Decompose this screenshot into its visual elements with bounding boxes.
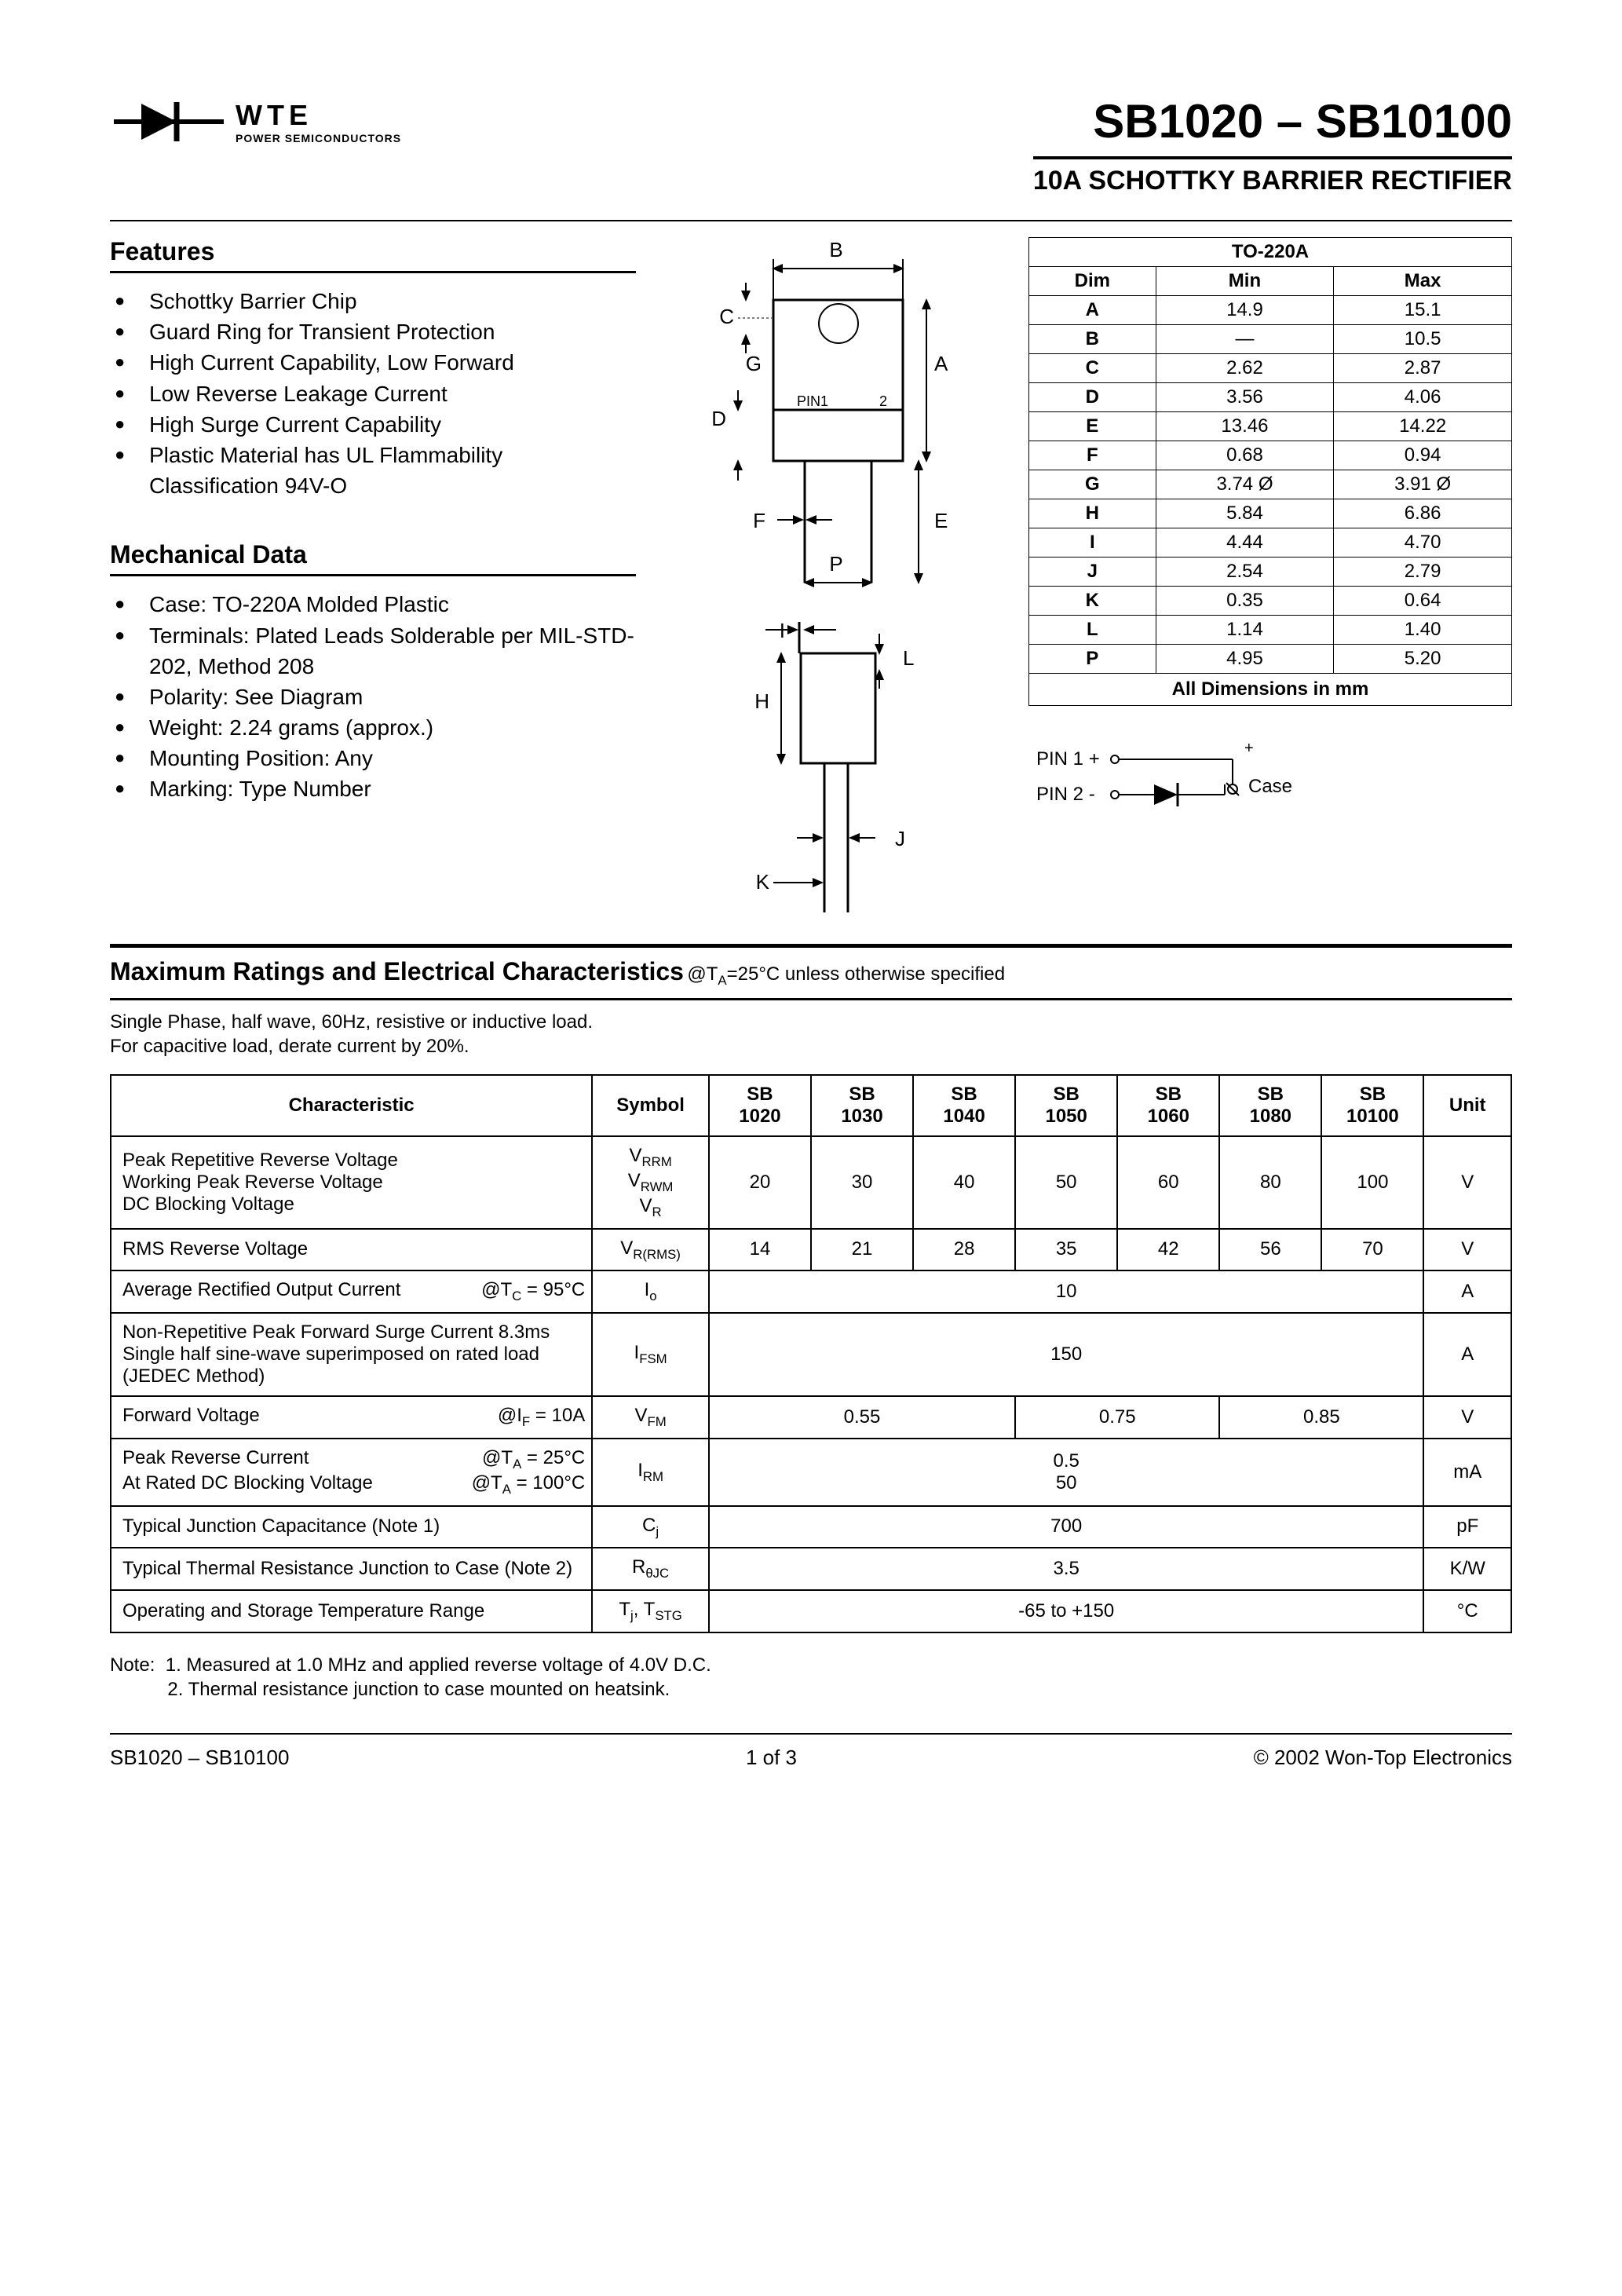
footer-page: 1 of 3: [746, 1746, 797, 1770]
feature-item: Schottky Barrier Chip: [110, 286, 636, 316]
mechdata-list: Case: TO-220A Molded Plastic Terminals: …: [110, 589, 636, 804]
feature-item: Low Reverse Leakage Current: [110, 378, 636, 409]
svg-text:PIN 2 -: PIN 2 -: [1036, 784, 1095, 805]
mechdata-item: Terminals: Plated Leads Solderable per M…: [110, 620, 636, 682]
svg-text:+: +: [1244, 740, 1254, 757]
svg-text:B: B: [829, 238, 842, 261]
table-row: C2.622.87: [1029, 354, 1512, 383]
char-header: SB1040: [913, 1075, 1015, 1136]
dim-table-title: TO-220A: [1029, 238, 1512, 267]
table-row: I4.444.70: [1029, 528, 1512, 558]
feature-item: Guard Ring for Transient Protection: [110, 316, 636, 347]
table-row: H5.846.86: [1029, 499, 1512, 528]
part-number-title: SB1020 – SB10100: [1033, 94, 1512, 148]
table-row: Non-Repetitive Peak Forward Surge Curren…: [111, 1313, 1511, 1396]
mechdata-item: Polarity: See Diagram: [110, 682, 636, 712]
table-row: E13.4614.22: [1029, 412, 1512, 441]
dim-header: Max: [1334, 267, 1512, 296]
mechdata-heading: Mechanical Data: [110, 540, 636, 569]
maxrat-notes: Single Phase, half wave, 60Hz, resistive…: [110, 1010, 1512, 1058]
svg-text:K: K: [756, 870, 770, 894]
svg-text:Case: Case: [1248, 776, 1292, 797]
to220a-outline-icon: B C G A PIN1 2 D: [667, 237, 997, 920]
footnotes: Note: 1. Measured at 1.0 MHz and applied…: [110, 1653, 1512, 1702]
svg-text:L: L: [903, 646, 914, 670]
table-row: D3.564.06: [1029, 383, 1512, 412]
feature-item: High Surge Current Capability: [110, 409, 636, 440]
page-footer: SB1020 – SB10100 1 of 3 © 2002 Won-Top E…: [110, 1735, 1512, 1770]
svg-text:A: A: [934, 352, 948, 375]
features-heading: Features: [110, 237, 636, 266]
table-row: J2.542.79: [1029, 558, 1512, 587]
mechdata-item: Mounting Position: Any: [110, 743, 636, 773]
table-row: Typical Thermal Resistance Junction to C…: [111, 1548, 1511, 1590]
table-row: A14.915.1: [1029, 296, 1512, 325]
page-header: WTE POWER SEMICONDUCTORS SB1020 – SB1010…: [110, 94, 1512, 196]
table-row: Operating and Storage Temperature Range …: [111, 1590, 1511, 1632]
table-row: Peak Reverse Current@TA = 25°C At Rated …: [111, 1439, 1511, 1506]
svg-text:P: P: [829, 552, 842, 576]
svg-text:2: 2: [879, 393, 887, 409]
maxrat-heading: Maximum Ratings and Electrical Character…: [110, 957, 684, 985]
svg-text:F: F: [753, 509, 765, 532]
mechdata-item: Weight: 2.24 grams (approx.): [110, 712, 636, 743]
maxrat-heading-row: Maximum Ratings and Electrical Character…: [110, 957, 1512, 989]
char-header: Symbol: [592, 1075, 709, 1136]
footer-copyright: © 2002 Won-Top Electronics: [1254, 1746, 1512, 1770]
feature-item: High Current Capability, Low Forward: [110, 347, 636, 378]
dimension-table: TO-220A Dim Min Max A14.915.1 B—10.5 C2.…: [1028, 237, 1512, 674]
table-row: K0.350.64: [1029, 587, 1512, 616]
svg-text:G: G: [746, 352, 762, 375]
char-header: Characteristic: [111, 1075, 592, 1136]
char-header: SB1080: [1219, 1075, 1321, 1136]
char-header: SB10100: [1321, 1075, 1423, 1136]
upper-content: Features Schottky Barrier Chip Guard Rin…: [110, 237, 1512, 920]
logo-brand: WTE: [236, 99, 401, 132]
maxrat-condition: @TA=25°C unless otherwise specified: [687, 963, 1005, 985]
title-block: SB1020 – SB10100 10A SCHOTTKY BARRIER RE…: [1033, 94, 1512, 196]
char-header: Unit: [1423, 1075, 1511, 1136]
logo-subtitle: POWER SEMICONDUCTORS: [236, 132, 401, 144]
package-diagram: B C G A PIN1 2 D: [667, 237, 997, 920]
table-row: Average Rectified Output Current@TC = 95…: [111, 1270, 1511, 1313]
pin-schematic: PIN 1 + + Case PIN 2 -: [1028, 737, 1512, 829]
table-row: F0.680.94: [1029, 441, 1512, 470]
part-description: 10A SCHOTTKY BARRIER RECTIFIER: [1033, 166, 1512, 196]
dim-header: Min: [1156, 267, 1334, 296]
svg-text:PIN1: PIN1: [797, 393, 828, 409]
table-row: P4.955.20: [1029, 645, 1512, 674]
table-row: B—10.5: [1029, 325, 1512, 354]
svg-text:H: H: [754, 689, 769, 713]
mechdata-item: Marking: Type Number: [110, 773, 636, 804]
table-row: Peak Repetitive Reverse Voltage Working …: [111, 1136, 1511, 1228]
footer-left: SB1020 – SB10100: [110, 1746, 289, 1770]
char-header: SB1050: [1015, 1075, 1117, 1136]
svg-text:E: E: [934, 509, 948, 532]
dim-header: Dim: [1029, 267, 1156, 296]
svg-text:D: D: [711, 407, 726, 430]
feature-item: Plastic Material has UL Flammability Cla…: [110, 440, 636, 501]
logo: WTE POWER SEMICONDUCTORS: [110, 94, 401, 149]
features-list: Schottky Barrier Chip Guard Ring for Tra…: [110, 286, 636, 501]
char-header: SB1060: [1117, 1075, 1219, 1136]
table-row: RMS Reverse Voltage VR(RMS) 14 21 28 35 …: [111, 1229, 1511, 1271]
svg-text:J: J: [895, 827, 905, 850]
diode-logo-icon: [110, 94, 228, 149]
svg-text:PIN 1 +: PIN 1 +: [1036, 748, 1100, 770]
characteristics-table: Characteristic Symbol SB1020 SB1030 SB10…: [110, 1074, 1512, 1633]
char-header: SB1030: [811, 1075, 913, 1136]
mechdata-item: Case: TO-220A Molded Plastic: [110, 589, 636, 620]
table-row: L1.141.40: [1029, 616, 1512, 645]
dim-table-caption: All Dimensions in mm: [1028, 674, 1512, 706]
svg-text:C: C: [719, 305, 734, 328]
table-row: Forward Voltage@IF = 10A VFM 0.55 0.75 0…: [111, 1396, 1511, 1439]
char-header: SB1020: [709, 1075, 811, 1136]
table-row: G3.74 Ø3.91 Ø: [1029, 470, 1512, 499]
table-row: Typical Junction Capacitance (Note 1) Cj…: [111, 1506, 1511, 1548]
